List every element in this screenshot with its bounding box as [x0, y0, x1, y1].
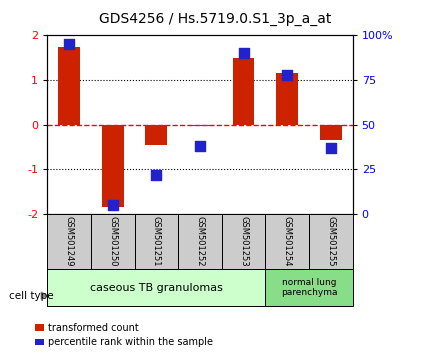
- Point: [327, 145, 334, 151]
- Text: GSM501249: GSM501249: [64, 216, 74, 267]
- Text: GSM501251: GSM501251: [152, 216, 161, 267]
- FancyBboxPatch shape: [309, 214, 353, 269]
- Bar: [276, 73, 298, 125]
- Bar: [320, 125, 342, 141]
- Text: cell type: cell type: [9, 291, 53, 301]
- Point: [284, 72, 291, 78]
- FancyBboxPatch shape: [91, 214, 135, 269]
- Point: [240, 50, 247, 56]
- Text: GSM501250: GSM501250: [108, 216, 117, 267]
- Bar: [102, 125, 123, 207]
- Point: [109, 202, 116, 208]
- FancyBboxPatch shape: [47, 269, 265, 306]
- Polygon shape: [41, 292, 46, 299]
- Bar: [145, 125, 167, 145]
- Text: GSM501253: GSM501253: [239, 216, 248, 267]
- Text: GSM501254: GSM501254: [283, 216, 292, 267]
- Text: GDS4256 / Hs.5719.0.S1_3p_a_at: GDS4256 / Hs.5719.0.S1_3p_a_at: [99, 12, 331, 27]
- FancyBboxPatch shape: [135, 214, 178, 269]
- FancyBboxPatch shape: [47, 214, 91, 269]
- Bar: [189, 125, 211, 126]
- Bar: [233, 58, 255, 125]
- Point: [197, 143, 203, 149]
- Bar: [58, 47, 80, 125]
- FancyBboxPatch shape: [178, 214, 222, 269]
- Text: caseous TB granulomas: caseous TB granulomas: [90, 282, 223, 293]
- Point: [153, 172, 160, 178]
- Text: GSM501255: GSM501255: [326, 216, 335, 267]
- Text: GSM501252: GSM501252: [196, 216, 204, 267]
- Text: normal lung
parenchyma: normal lung parenchyma: [281, 278, 337, 297]
- FancyBboxPatch shape: [265, 269, 353, 306]
- Point: [66, 41, 73, 47]
- FancyBboxPatch shape: [265, 214, 309, 269]
- Legend: transformed count, percentile rank within the sample: transformed count, percentile rank withi…: [35, 322, 212, 347]
- FancyBboxPatch shape: [222, 214, 265, 269]
